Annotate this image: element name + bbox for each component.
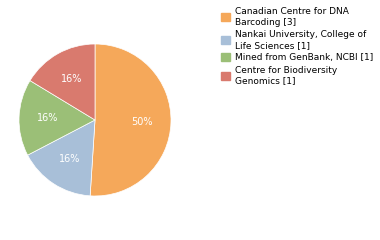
Wedge shape [19,81,95,155]
Text: 16%: 16% [61,74,82,84]
Text: 16%: 16% [59,155,80,164]
Text: 16%: 16% [37,114,59,124]
Wedge shape [30,44,95,120]
Legend: Canadian Centre for DNA
Barcoding [3], Nankai University, College of
Life Scienc: Canadian Centre for DNA Barcoding [3], N… [218,5,375,88]
Wedge shape [28,120,95,196]
Wedge shape [90,44,171,196]
Text: 50%: 50% [131,116,153,126]
